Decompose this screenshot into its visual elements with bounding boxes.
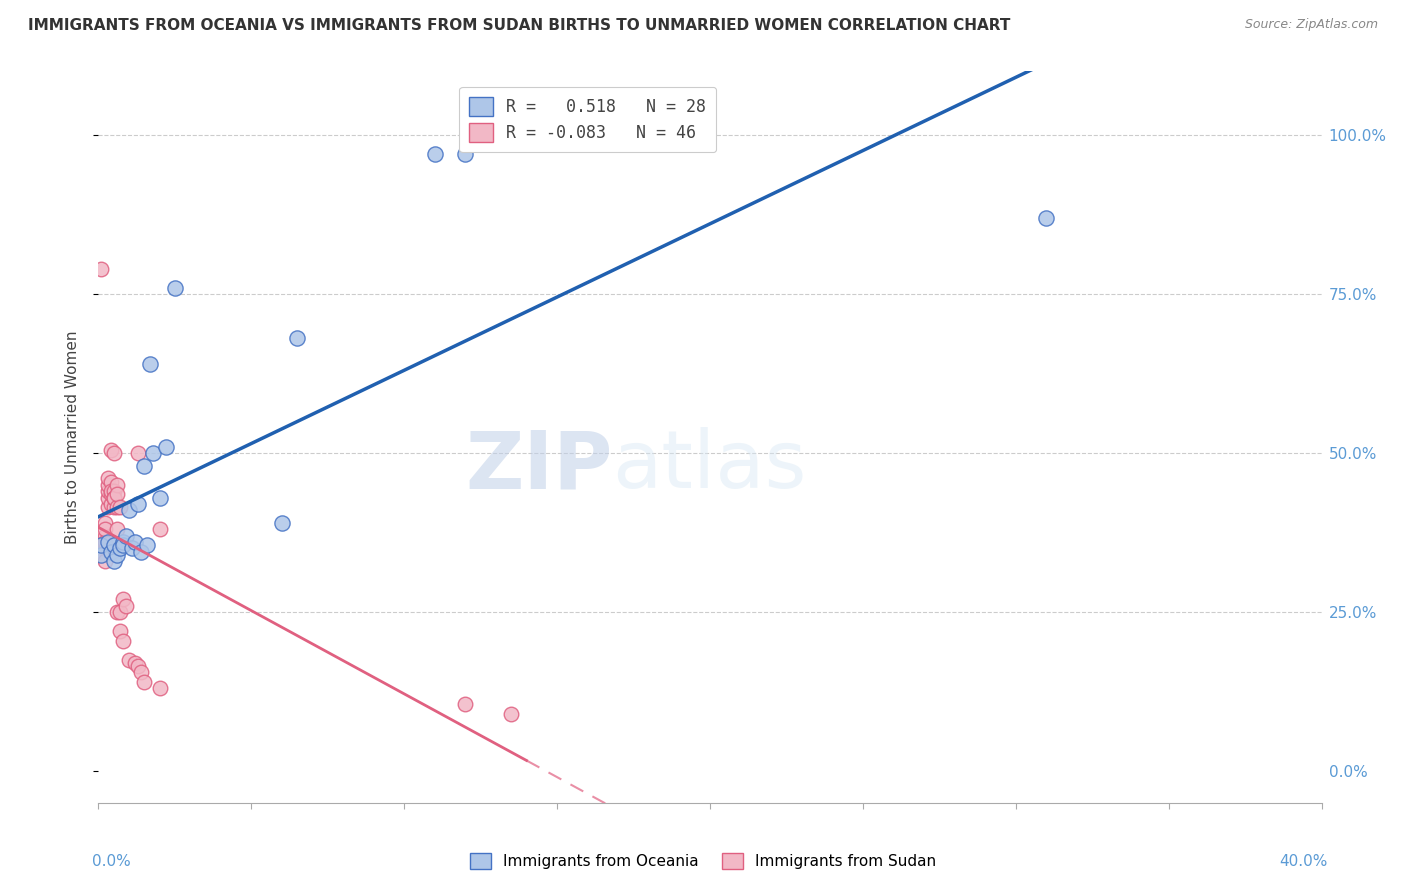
- Point: [90, 535, 112, 549]
- Point: [97, 535, 120, 549]
- Point: [105, 522, 128, 536]
- Point: [149, 522, 172, 536]
- Text: ZIP: ZIP: [465, 427, 612, 506]
- Point: [103, 538, 125, 552]
- Point: [100, 475, 122, 489]
- Point: [103, 484, 125, 499]
- Point: [97, 491, 120, 505]
- Point: [108, 541, 131, 556]
- Point: [97, 484, 120, 499]
- Point: [103, 500, 125, 514]
- Point: [90, 538, 112, 552]
- Point: [90, 548, 112, 562]
- Point: [115, 599, 138, 613]
- Legend: Immigrants from Oceania, Immigrants from Sudan: Immigrants from Oceania, Immigrants from…: [464, 847, 942, 875]
- Point: [105, 477, 128, 491]
- Point: [118, 503, 141, 517]
- Point: [142, 446, 165, 460]
- Point: [134, 458, 156, 473]
- Point: [103, 446, 125, 460]
- Point: [285, 331, 308, 345]
- Point: [108, 605, 131, 619]
- Legend: R =   0.518   N = 28, R = -0.083   N = 46: R = 0.518 N = 28, R = -0.083 N = 46: [460, 87, 716, 153]
- Point: [129, 665, 152, 680]
- Point: [270, 516, 292, 530]
- Point: [105, 487, 128, 501]
- Text: 0.0%: 0.0%: [93, 854, 131, 869]
- Point: [111, 538, 134, 552]
- Text: IMMIGRANTS FROM OCEANIA VS IMMIGRANTS FROM SUDAN BIRTHS TO UNMARRIED WOMEN CORRE: IMMIGRANTS FROM OCEANIA VS IMMIGRANTS FR…: [28, 18, 1011, 33]
- Point: [97, 471, 120, 485]
- Point: [103, 491, 125, 505]
- Point: [90, 548, 112, 562]
- Point: [93, 516, 115, 530]
- Point: [100, 484, 122, 499]
- Point: [139, 357, 162, 371]
- Point: [111, 633, 134, 648]
- Point: [108, 500, 131, 514]
- Text: Source: ZipAtlas.com: Source: ZipAtlas.com: [1244, 18, 1378, 31]
- Point: [111, 535, 134, 549]
- Point: [105, 500, 128, 514]
- Point: [118, 653, 141, 667]
- Point: [100, 497, 122, 511]
- Point: [93, 522, 115, 536]
- Point: [124, 656, 146, 670]
- Y-axis label: Births to Unmarried Women: Births to Unmarried Women: [65, 330, 80, 544]
- Point: [105, 605, 128, 619]
- Point: [124, 535, 146, 549]
- Point: [100, 442, 122, 457]
- Point: [149, 491, 172, 505]
- Point: [111, 592, 134, 607]
- Point: [105, 548, 128, 562]
- Point: [136, 538, 159, 552]
- Point: [97, 500, 120, 514]
- Point: [127, 446, 149, 460]
- Point: [121, 541, 143, 556]
- Point: [90, 541, 112, 556]
- Point: [93, 529, 115, 543]
- Point: [454, 147, 477, 161]
- Point: [1035, 211, 1057, 225]
- Point: [149, 681, 172, 696]
- Point: [163, 280, 186, 294]
- Point: [90, 261, 112, 276]
- Point: [100, 544, 122, 558]
- Point: [127, 659, 149, 673]
- Point: [155, 440, 177, 454]
- Point: [97, 477, 120, 491]
- Point: [115, 529, 138, 543]
- Point: [93, 554, 115, 568]
- Point: [108, 624, 131, 638]
- Point: [103, 554, 125, 568]
- Point: [501, 706, 523, 721]
- Point: [127, 497, 149, 511]
- Point: [103, 491, 125, 505]
- Point: [454, 697, 477, 711]
- Text: 40.0%: 40.0%: [1279, 854, 1327, 869]
- Point: [93, 538, 115, 552]
- Point: [134, 675, 156, 690]
- Point: [93, 535, 115, 549]
- Point: [129, 544, 152, 558]
- Point: [423, 147, 446, 161]
- Point: [100, 487, 122, 501]
- Text: atlas: atlas: [612, 427, 807, 506]
